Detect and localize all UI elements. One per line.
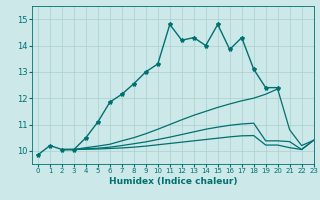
X-axis label: Humidex (Indice chaleur): Humidex (Indice chaleur): [108, 177, 237, 186]
